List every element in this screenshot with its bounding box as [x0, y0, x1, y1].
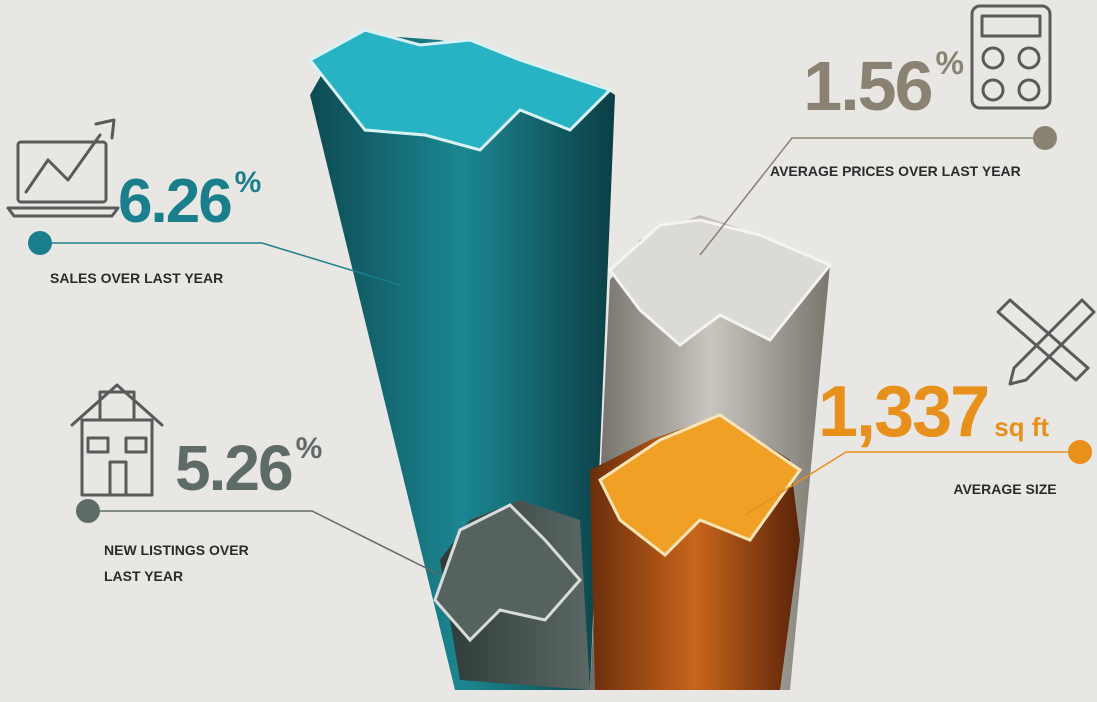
calculator-icon — [970, 4, 1052, 110]
leader-line — [744, 451, 1080, 516]
stat-label: AVERAGE SIZE — [953, 481, 1056, 497]
stat-text: 6.26 — [118, 167, 231, 236]
stat-label: LAST YEAR — [104, 568, 183, 584]
sales-icon — [6, 118, 120, 218]
house-columns — [307, 28, 833, 690]
stat-label: AVERAGE PRICES OVER LAST YEAR — [770, 163, 1021, 179]
stat-label: NEW LISTINGS OVER — [104, 542, 249, 558]
stat-value: 6.26% — [118, 166, 261, 236]
ruler-pencil-icon — [996, 298, 1096, 386]
leader-line — [40, 242, 401, 286]
stat-value: 5.26% — [175, 432, 322, 504]
house-icon — [70, 383, 164, 497]
leader-dot — [28, 231, 52, 255]
stat-value: 1.56% — [803, 45, 963, 125]
stat-text: 1.56 — [803, 47, 931, 125]
stat-text: 1,337 — [818, 372, 988, 452]
stat-label: SALES OVER LAST YEAR — [50, 270, 223, 286]
leader-dot — [1068, 440, 1092, 464]
stat-text: sq ft — [994, 412, 1049, 442]
leader-line — [88, 510, 441, 576]
stat-text: % — [936, 45, 964, 81]
stat-text: 5.26 — [175, 432, 292, 504]
leader-dot — [1033, 126, 1057, 150]
leader-line — [699, 137, 1045, 256]
stat-text: % — [235, 166, 261, 199]
leader-dot — [76, 499, 100, 523]
stat-value: 1,337 sq ft — [818, 372, 1049, 452]
stat-text: % — [296, 432, 322, 465]
